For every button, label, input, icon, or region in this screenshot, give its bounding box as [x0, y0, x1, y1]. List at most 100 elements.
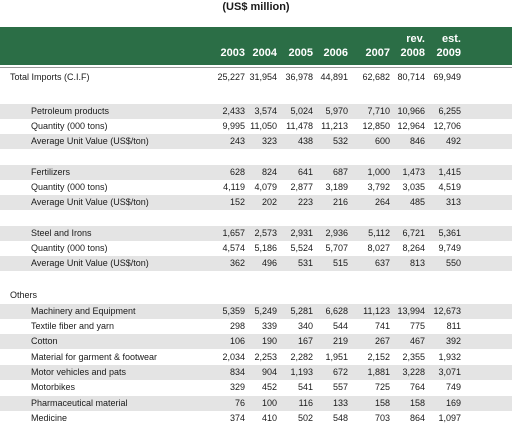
table-row: Average Unit Value (US$/ton) 362 496 531 515… — [0, 256, 512, 271]
table-cell: 62,682 — [362, 72, 390, 82]
table-cell: 6,721 — [402, 228, 425, 238]
table-cell: 12,673 — [433, 306, 461, 316]
table-cell: 687 — [332, 167, 348, 177]
table-cell: 637 — [374, 258, 390, 268]
year-label: 2004 — [252, 47, 277, 59]
table-cell: 216 — [332, 197, 348, 207]
table-cell: 12,706 — [433, 121, 461, 131]
row-label: Fertilizers — [31, 167, 71, 177]
row-label: Total Imports (C.I.F) — [10, 72, 90, 82]
table-cell: 243 — [229, 136, 245, 146]
table-row: Petroleum products 2,433 3,574 5,024 5,970 7,… — [0, 104, 512, 119]
row-label: Motorbikes — [31, 382, 76, 392]
table-row: Motor vehicles and pats 834 904 1,193 672 1,8… — [0, 365, 512, 380]
table-cell: 4,119 — [223, 182, 245, 192]
table-cell: 392 — [445, 336, 461, 346]
table-cell: 167 — [297, 336, 313, 346]
table-cell: 3,228 — [402, 367, 425, 377]
table-cell: 4,574 — [222, 243, 245, 253]
row-label: Pharmaceutical material — [31, 398, 128, 408]
table-cell: 1,932 — [438, 352, 461, 362]
table-cell: 25,227 — [217, 72, 245, 82]
table-cell: 313 — [445, 197, 461, 207]
row-label: Cotton — [31, 336, 58, 346]
year-label: 2007 — [365, 47, 390, 59]
table-cell: 1,657 — [222, 228, 245, 238]
table-cell: 11,478 — [286, 121, 313, 131]
table-cell: 339 — [261, 321, 277, 331]
row-label: Average Unit Value (US$/ton) — [31, 136, 149, 146]
year-label: 2006 — [323, 47, 348, 59]
table-row: Quantity (000 tons) 4,119 4,079 2,877 3,189 3… — [0, 180, 512, 195]
row-label: Motor vehicles and pats — [31, 367, 127, 377]
table-cell: 548 — [332, 413, 348, 423]
table-cell: 267 — [374, 336, 390, 346]
table-cell: 8,027 — [367, 243, 390, 253]
table-cell: 703 — [374, 413, 390, 423]
table-row: Others — [0, 288, 512, 303]
table-cell: 5,707 — [325, 243, 348, 253]
table-cell: 5,970 — [325, 106, 348, 116]
row-label: Steel and Irons — [31, 228, 92, 238]
table-cell: 80,714 — [397, 72, 425, 82]
table-cell: 1,473 — [402, 167, 425, 177]
table-cell: 219 — [332, 336, 348, 346]
table-cell: 2,355 — [402, 352, 425, 362]
table-cell: 31,954 — [249, 72, 277, 82]
table-cell: 502 — [297, 413, 313, 423]
table-cell: 4,519 — [438, 182, 461, 192]
table-cell: 6,255 — [438, 106, 461, 116]
year-label: 2005 — [288, 47, 313, 59]
table-row: Cotton 106 190 167 219 267 467 392 — [0, 334, 512, 349]
row-label: Average Unit Value (US$/ton) — [31, 258, 149, 268]
table-cell: 169 — [445, 398, 461, 408]
table-cell: 223 — [297, 197, 313, 207]
table-cell: 904 — [261, 367, 277, 377]
year-label: 2003 — [220, 47, 245, 59]
table-cell: 641 — [297, 167, 313, 177]
divider — [0, 67, 512, 68]
table-row: Average Unit Value (US$/ton) 152 202 223 216… — [0, 195, 512, 210]
table-cell: 2,573 — [254, 228, 277, 238]
table-cell: 5,281 — [290, 306, 313, 316]
table-cell: 438 — [297, 136, 313, 146]
table-cell: 264 — [374, 197, 390, 207]
table-cell: 1,881 — [367, 367, 390, 377]
table-cell: 10,966 — [397, 106, 425, 116]
table-cell: 11,123 — [363, 306, 390, 316]
row-label: Quantity (000 tons) — [31, 121, 108, 131]
table-header: 2003 2004 2005 2006 2007 rev. 2008 est. 2009 — [0, 27, 512, 65]
table-cell: 5,359 — [222, 306, 245, 316]
table-cell: 2,877 — [290, 182, 313, 192]
table-caption: (US$ million) — [222, 1, 290, 13]
year-label: 2009 — [436, 47, 461, 59]
table-row: Material for garment & footwear 2,034 2,25… — [0, 350, 512, 365]
table-cell: 329 — [229, 382, 245, 392]
table-cell: 452 — [261, 382, 277, 392]
table-cell: 467 — [409, 336, 425, 346]
table-cell: 13,994 — [397, 306, 425, 316]
table-cell: 2,253 — [254, 352, 277, 362]
table-cell: 485 — [409, 197, 425, 207]
row-label: Others — [10, 290, 38, 300]
table-row: Pharmaceutical material 76 100 116 133 158 158… — [0, 396, 512, 411]
table-cell: 864 — [409, 413, 425, 423]
table-cell: 12,850 — [362, 121, 390, 131]
table-cell: 824 — [261, 167, 277, 177]
table-row: Machinery and Equipment 5,359 5,249 5,281 6,… — [0, 304, 512, 319]
table-cell: 557 — [332, 382, 348, 392]
year-header: rev. 2008 — [385, 27, 425, 65]
year-label: 2008 — [400, 47, 425, 59]
table-cell: 600 — [374, 136, 390, 146]
table-cell: 1,951 — [325, 352, 348, 362]
table-cell: 846 — [409, 136, 425, 146]
table-cell: 158 — [374, 398, 390, 408]
table-cell: 3,035 — [402, 182, 425, 192]
year-header: 2006 — [308, 27, 348, 65]
year-header: 2007 — [350, 27, 390, 65]
year-qualifier: rev. — [406, 33, 425, 45]
table-row: Average Unit Value (US$/ton) 243 323 438 532… — [0, 134, 512, 149]
table-cell: 323 — [261, 136, 277, 146]
table-cell: 531 — [297, 258, 313, 268]
table-cell: 2,152 — [367, 352, 390, 362]
